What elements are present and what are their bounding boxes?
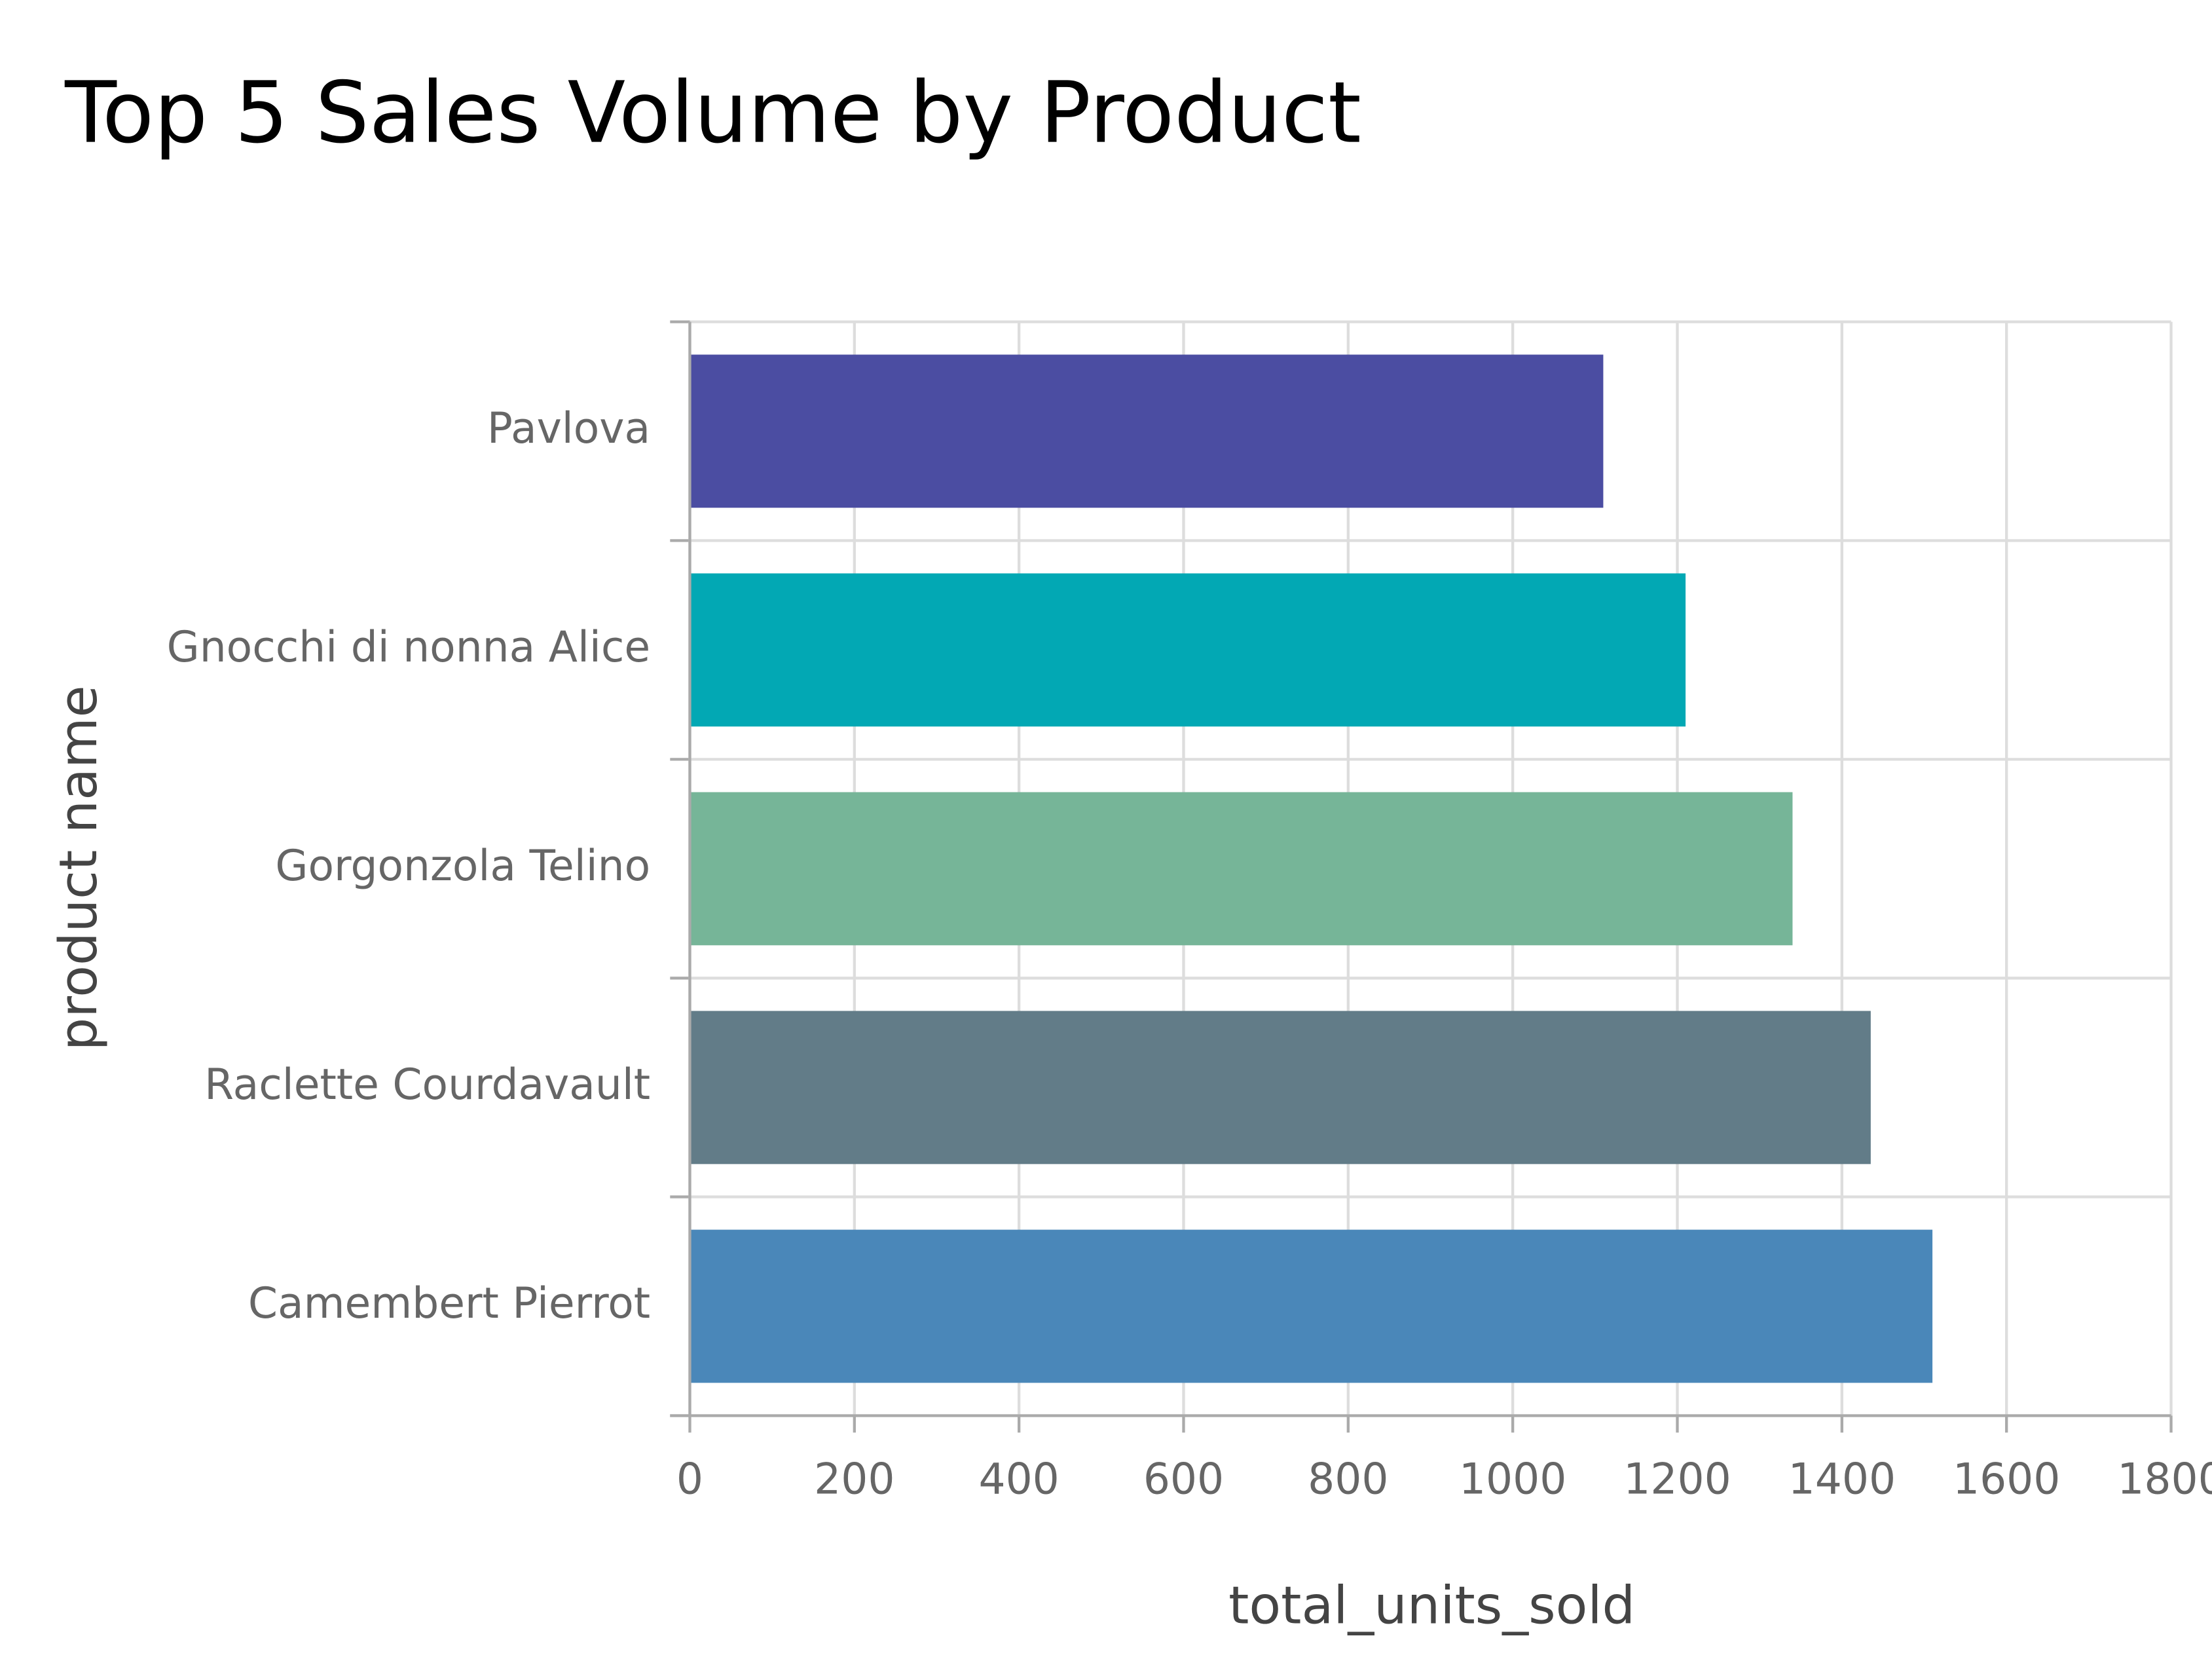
y-axis-label: product name: [48, 685, 109, 1051]
x-tick-label: 200: [814, 1455, 894, 1504]
y-tick-label: Camembert Pierrot: [248, 1279, 650, 1328]
y-tick-label: Gorgonzola Telino: [275, 842, 650, 891]
x-tick-label: 1000: [1459, 1455, 1566, 1504]
x-tick-label: 400: [978, 1455, 1059, 1504]
bar: [690, 573, 1686, 727]
bar: [690, 1011, 1871, 1164]
x-tick-label: 800: [1308, 1455, 1388, 1504]
x-tick-label: 1200: [1623, 1455, 1731, 1504]
bar: [690, 354, 1604, 508]
x-axis-label: total_units_sold: [1228, 1575, 1635, 1636]
x-tick-label: 0: [676, 1455, 703, 1504]
y-tick-label: Pavlova: [487, 404, 650, 453]
y-tick-label: Gnocchi di nonna Alice: [167, 623, 650, 672]
x-tick-label: 1800: [2117, 1455, 2212, 1504]
bar: [690, 1229, 1933, 1383]
bar: [690, 792, 1793, 946]
chart-title: Top 5 Sales Volume by Product: [64, 64, 1361, 162]
x-tick-label: 600: [1143, 1455, 1224, 1504]
y-tick-label: Raclette Courdavault: [204, 1060, 650, 1109]
x-tick-label: 1400: [1788, 1455, 1896, 1504]
x-tick-label: 1600: [1953, 1455, 2060, 1504]
